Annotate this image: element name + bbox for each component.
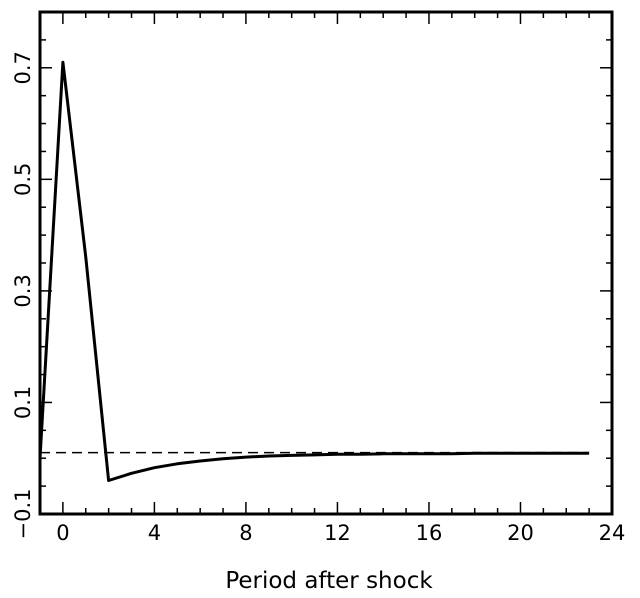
series-group (38, 60, 590, 482)
x-tick-label: 8 (239, 521, 252, 545)
x-tick-label: 24 (599, 521, 626, 545)
x-axis-label: Period after shock (225, 568, 433, 594)
x-tick-label: 0 (56, 521, 69, 545)
response-line (38, 60, 590, 482)
y-tick-label: 0.3 (11, 274, 35, 307)
y-tick-label: 0.7 (11, 51, 35, 84)
x-tick-label: 12 (324, 521, 351, 545)
x-tick-label: 4 (148, 521, 161, 545)
x-tick-label: 20 (507, 521, 534, 545)
y-tick-label: 0.1 (11, 386, 35, 419)
y-tick-label: 0.5 (11, 163, 35, 196)
tick-marks (40, 11, 613, 515)
plot-frame (38, 10, 614, 516)
y-tick-label: −0.1 (11, 489, 35, 540)
tick-labels: 0 4 8 12 16 20 24 −0.1 0.1 0.3 0.5 0.7 (11, 51, 625, 545)
x-tick-label: 16 (416, 521, 443, 545)
